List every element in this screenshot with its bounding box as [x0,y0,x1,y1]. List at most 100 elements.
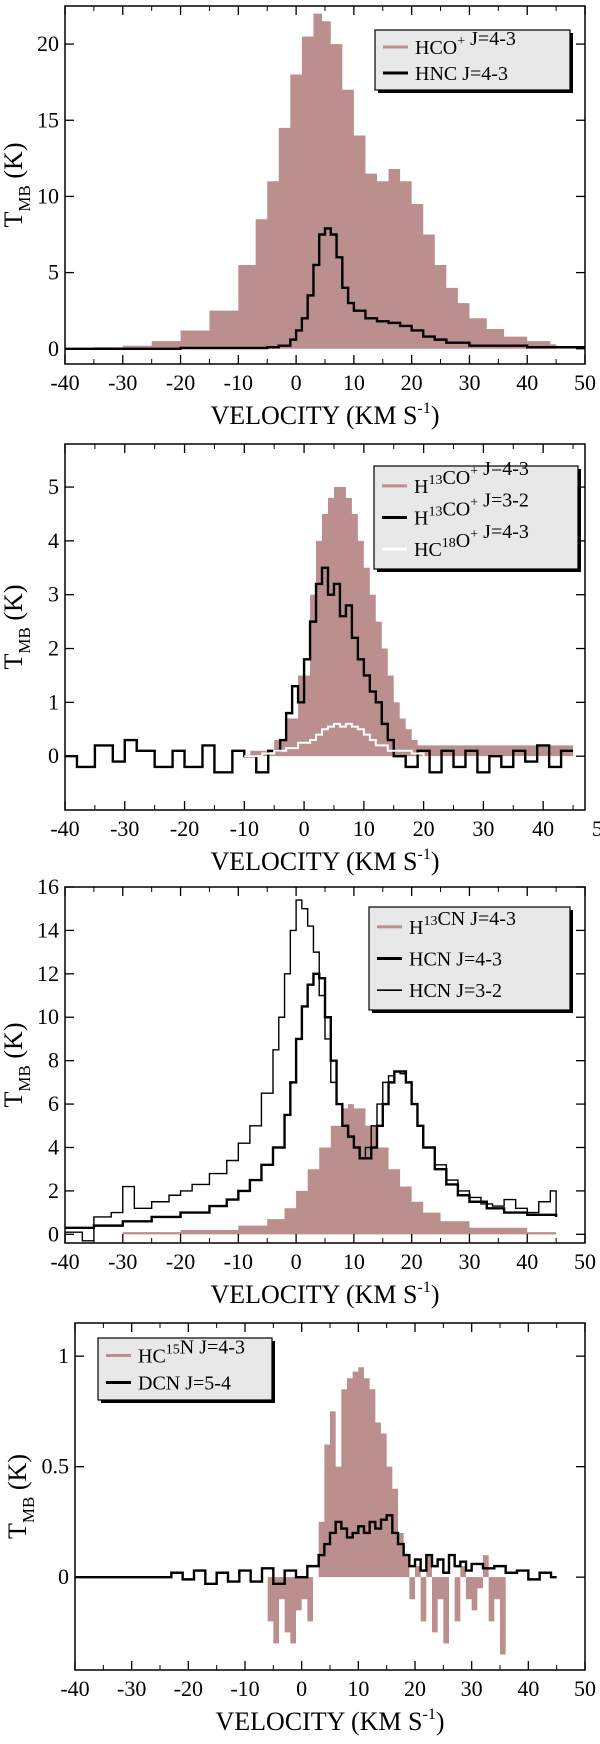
y-tick-label: 0 [48,743,59,768]
x-tick-label: 40 [516,1249,538,1274]
legend-box [373,465,579,570]
x-tick-label: 40 [516,370,538,395]
series-line-3 [65,899,557,1242]
x-tick-label: -30 [117,1676,146,1701]
y-tick-label: 4 [48,528,59,553]
y-axis-label: TMB (K) [0,585,34,670]
y-tick-label: 2 [48,1178,59,1203]
legend: H13CN J=4-3 HCN J=4-3 HCN J=3-2 [368,906,573,1013]
legend-entry: H13CO+ J=3-2 [414,490,529,530]
plot-area [65,487,574,774]
y-tick-label: 2 [48,636,59,661]
y-tick-label: 14 [37,917,59,942]
series-line-2 [65,566,574,774]
y-tick-label: 1 [48,689,59,714]
x-tick-label: -20 [174,1676,203,1701]
series-fill-1 [262,1367,506,1655]
x-tick-label: 50 [592,816,600,841]
y-tick-label: 1 [58,1343,69,1368]
x-tick-label: -20 [166,1249,195,1274]
y-tick-label: 5 [48,260,59,285]
x-tick-label: 30 [472,816,494,841]
x-tick-label: 20 [404,1676,426,1701]
x-tick-label: -40 [50,370,79,395]
x-tick-label: -30 [108,370,137,395]
legend-entry: DCN J=5-4 [138,1373,231,1395]
x-tick-label: 50 [574,1249,596,1274]
x-tick-label: 20 [413,816,435,841]
plot-area [65,899,558,1242]
x-tick-label: 20 [401,370,423,395]
y-tick-label: 5 [48,474,59,499]
y-tick-label: 15 [37,107,59,132]
y-tick-label: 3 [48,582,59,607]
x-tick-label: -20 [170,816,199,841]
spectrum-panel-1: -40 -30 -20 -10 0 10 20 30 40 50 0 5 10 15 20 VELOCITY … [0,5,596,430]
legend-entry: H13CO+ J=4-3 [414,458,529,498]
y-axis-label: TMB (K) [0,1023,34,1108]
x-tick-label: 0 [291,370,302,395]
x-tick-label: -40 [50,816,79,841]
legend-box [368,906,571,1011]
series-line-3 [244,722,425,758]
x-tick-label: -10 [224,370,253,395]
legend-entry: HCO+ J=4-3 [415,28,516,59]
x-axis-label: VELOCITY (KM S-1) [210,846,439,876]
x-tick-label: 0 [291,1249,302,1274]
y-axis-label: TMB (K) [0,143,34,228]
y-axis-label: TMB (K) [3,1454,38,1539]
legend-entry: HCN J=3-2 [409,980,502,1002]
y-tick-label: 16 [37,874,59,899]
legend-entry: HC15N J=4-3 [138,1337,245,1368]
y-tick-label: 0.5 [42,1454,70,1479]
x-tick-label: 10 [353,816,375,841]
legend-box [374,29,571,91]
y-tick-label: 10 [37,1004,59,1029]
x-tick-label: 0 [296,1676,307,1701]
x-tick-label: 10 [343,370,365,395]
series-fill-1 [244,487,574,757]
y-tick-label: 0 [48,1221,59,1246]
x-tick-label: 10 [343,1249,365,1274]
x-tick-label: 30 [458,1249,480,1274]
spectrum-panel-3: -40 -30 -20 -10 0 10 20 30 40 50 0 2 4 6 8 10 12 14 16 VELO… [0,874,596,1309]
x-tick-label: -40 [50,1249,79,1274]
x-tick-label: 30 [458,370,480,395]
plot-frame [64,443,586,811]
series-fill-1 [122,1104,557,1235]
spectrum-panel-4: -40 -30 -20 -10 0 10 20 30 40 50 0 0.5 1 VELOCITY (KM… [3,1322,596,1736]
x-axis-label: VELOCITY (KM S-1) [210,1279,439,1309]
y-tick-label: 6 [48,1091,59,1116]
y-tick-label: 0 [58,1564,69,1589]
x-tick-label: 40 [517,1676,539,1701]
y-tick-label: 8 [48,1048,59,1073]
x-tick-label: 50 [574,370,596,395]
legend-entry: HCN J=4-3 [409,949,502,971]
x-tick-label: 0 [299,816,310,841]
y-tick-label: 0 [48,336,59,361]
x-tick-label: 30 [461,1676,483,1701]
x-tick-label: -10 [230,1676,259,1701]
legend: HC15N J=4-3 DCN J=5-4 [97,1337,275,1403]
x-axis-label: VELOCITY (KM S-1) [215,1706,444,1736]
plot-area [65,13,585,350]
series-line-2 [75,1514,557,1585]
x-tick-label: -20 [166,370,195,395]
x-tick-label: 40 [532,816,554,841]
legend-entry: H13CN J=4-3 [409,908,516,939]
series-fill-1 [93,13,557,349]
y-tick-label: 10 [37,183,59,208]
legend-entry: HNC J=4-3 [415,63,508,85]
x-tick-label: 50 [574,1676,596,1701]
x-tick-label: -40 [60,1676,89,1701]
y-tick-label: 4 [48,1134,59,1159]
legend-entry: HC18O+ J=4-3 [414,521,529,561]
x-tick-label: 10 [347,1676,369,1701]
spectrum-panel-2: -40 -30 -20 -10 0 10 20 30 40 50 0 1 2 3 4 5 VELOCITY (K… [0,443,600,876]
x-tick-label: -10 [224,1249,253,1274]
series-line-2 [65,227,585,350]
legend-box [97,1337,273,1401]
legend: HCO+ J=4-3 HNC J=4-3 [374,28,573,93]
